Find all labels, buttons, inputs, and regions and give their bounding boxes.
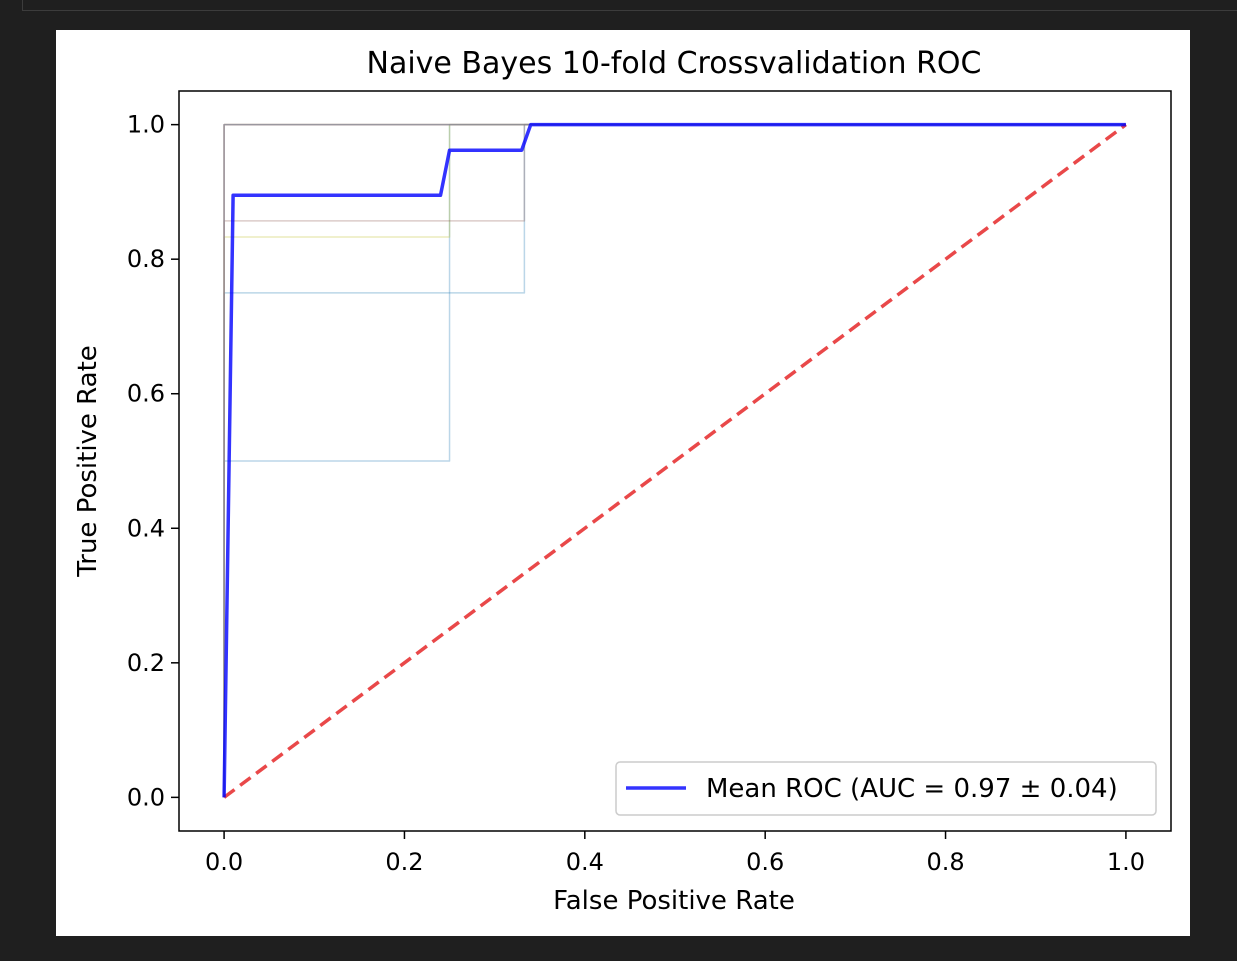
x-tick-label: 1.0: [1107, 848, 1145, 876]
window-top-bar: [0, 0, 1237, 12]
plot-area-frame: [178, 90, 1172, 832]
chart-figure: Naive Bayes 10-fold Crossvalidation ROC …: [56, 30, 1190, 936]
y-tick-label: 0.2: [127, 649, 165, 677]
output-cell-border: [22, 0, 1237, 11]
y-tick-label: 0.6: [127, 380, 165, 408]
roc-chart: Naive Bayes 10-fold Crossvalidation ROC …: [73, 46, 1172, 916]
legend-label-mean-roc: Mean ROC (AUC = 0.97 ± 0.04): [706, 774, 1118, 804]
chance-diagonal-line: [223, 123, 1127, 799]
x-tick-label: 0.0: [205, 848, 243, 876]
y-axis-label: True Positive Rate: [73, 345, 103, 578]
y-tick-label: 0.0: [127, 783, 165, 811]
y-axis-ticks: 0.0 0.2 0.4 0.6 0.8 1.0: [127, 111, 179, 811]
x-tick-label: 0.2: [385, 848, 423, 876]
chart-title: Naive Bayes 10-fold Crossvalidation ROC: [367, 46, 982, 81]
x-axis-label: False Positive Rate: [553, 886, 795, 916]
x-axis-ticks: 0.0 0.2 0.4 0.6 0.8 1.0: [205, 831, 1145, 876]
y-tick-label: 0.8: [127, 245, 165, 273]
legend-box: [615, 761, 1157, 816]
series-layer: [222, 122, 1127, 799]
legend: Mean ROC (AUC = 0.97 ± 0.04): [615, 761, 1157, 816]
x-tick-label: 0.8: [926, 848, 964, 876]
mean-roc-line: [222, 122, 1126, 798]
y-tick-label: 1.0: [127, 111, 165, 139]
x-tick-label: 0.4: [566, 848, 604, 876]
x-tick-label: 0.6: [746, 848, 784, 876]
y-tick-label: 0.4: [127, 514, 165, 542]
